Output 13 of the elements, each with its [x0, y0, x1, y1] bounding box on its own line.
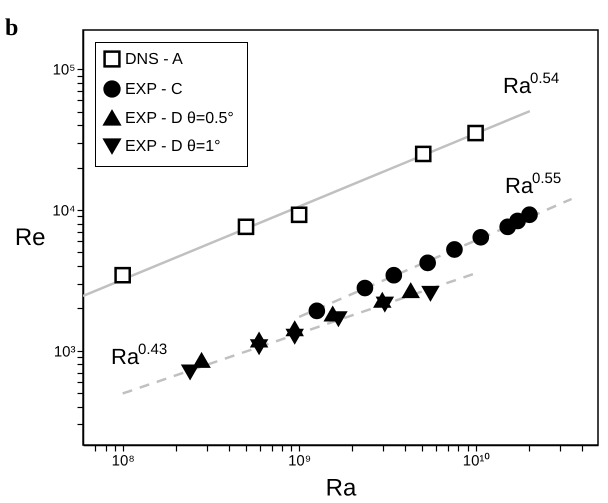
y-tick-label: 10⁴ — [52, 202, 76, 220]
y-tick-label: 10³ — [54, 343, 76, 360]
text: b — [5, 15, 18, 41]
x-axis-title: Ra — [326, 474, 357, 502]
x-tick-label: 10¹⁰ — [462, 452, 490, 470]
legend-label: EXP - C — [125, 81, 182, 98]
legend-label: DNS - A — [125, 51, 184, 68]
x-tick-label: 10⁸ — [112, 452, 135, 470]
x-tick-label: 10⁹ — [288, 452, 312, 470]
y-tick-label: 10⁵ — [52, 62, 76, 79]
legend-label: EXP - D θ=0.5° — [125, 110, 234, 127]
legend-label: EXP - D θ=1° — [125, 138, 220, 155]
y-axis-title: Re — [14, 224, 46, 251]
